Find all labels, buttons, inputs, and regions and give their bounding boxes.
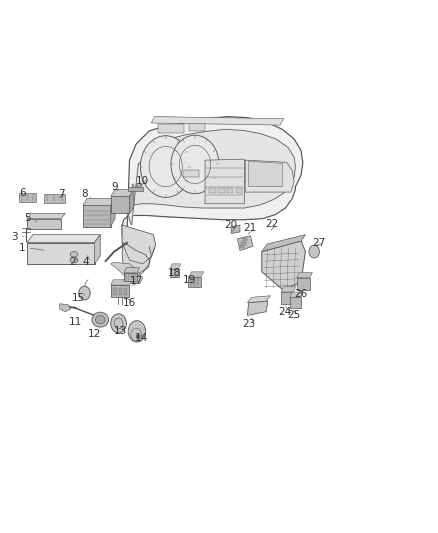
Polygon shape bbox=[188, 272, 204, 277]
Polygon shape bbox=[158, 124, 184, 133]
Ellipse shape bbox=[92, 312, 109, 327]
Ellipse shape bbox=[70, 252, 78, 257]
Polygon shape bbox=[95, 235, 100, 264]
Polygon shape bbox=[124, 288, 127, 295]
Polygon shape bbox=[183, 169, 199, 177]
Polygon shape bbox=[27, 219, 61, 229]
Ellipse shape bbox=[70, 257, 78, 263]
Text: 24: 24 bbox=[279, 306, 292, 317]
Text: 3: 3 bbox=[11, 232, 18, 242]
Polygon shape bbox=[249, 161, 283, 187]
Polygon shape bbox=[140, 183, 142, 187]
Circle shape bbox=[309, 245, 319, 258]
Text: 4: 4 bbox=[82, 257, 89, 267]
Circle shape bbox=[171, 135, 219, 193]
Text: 7: 7 bbox=[58, 189, 64, 199]
Polygon shape bbox=[297, 278, 310, 290]
Polygon shape bbox=[209, 188, 216, 193]
Polygon shape bbox=[245, 160, 294, 192]
Polygon shape bbox=[262, 235, 305, 252]
Text: 5: 5 bbox=[25, 213, 31, 223]
Polygon shape bbox=[122, 117, 303, 252]
Polygon shape bbox=[297, 272, 312, 278]
Polygon shape bbox=[237, 236, 253, 251]
Text: 22: 22 bbox=[265, 219, 279, 229]
Text: 18: 18 bbox=[168, 268, 181, 278]
Polygon shape bbox=[281, 287, 296, 292]
Polygon shape bbox=[188, 277, 201, 287]
Polygon shape bbox=[205, 159, 244, 204]
Polygon shape bbox=[170, 269, 179, 277]
Text: 26: 26 bbox=[294, 289, 308, 299]
Text: 11: 11 bbox=[69, 317, 82, 327]
Circle shape bbox=[111, 314, 127, 333]
Text: 13: 13 bbox=[114, 326, 127, 336]
Polygon shape bbox=[136, 183, 138, 187]
Polygon shape bbox=[262, 241, 305, 290]
Polygon shape bbox=[119, 288, 122, 295]
Polygon shape bbox=[247, 301, 268, 316]
Text: 10: 10 bbox=[136, 176, 149, 187]
Text: 12: 12 bbox=[88, 329, 101, 339]
Polygon shape bbox=[241, 241, 246, 245]
Text: 1: 1 bbox=[19, 243, 26, 253]
Text: 17: 17 bbox=[129, 277, 143, 286]
Polygon shape bbox=[130, 189, 134, 213]
Polygon shape bbox=[170, 264, 180, 269]
Polygon shape bbox=[27, 213, 65, 219]
Polygon shape bbox=[290, 297, 300, 308]
Polygon shape bbox=[281, 292, 293, 304]
Text: 16: 16 bbox=[123, 297, 136, 308]
Polygon shape bbox=[27, 243, 95, 264]
Polygon shape bbox=[122, 225, 155, 264]
Polygon shape bbox=[44, 194, 65, 203]
Polygon shape bbox=[111, 198, 115, 227]
Text: 6: 6 bbox=[19, 188, 26, 198]
Text: 8: 8 bbox=[81, 189, 88, 199]
Text: 9: 9 bbox=[112, 182, 118, 192]
Polygon shape bbox=[83, 198, 115, 205]
Ellipse shape bbox=[95, 316, 105, 324]
Polygon shape bbox=[60, 304, 71, 312]
Polygon shape bbox=[27, 235, 100, 243]
Polygon shape bbox=[151, 117, 284, 125]
Text: 2: 2 bbox=[69, 257, 76, 267]
Polygon shape bbox=[124, 273, 137, 281]
Polygon shape bbox=[189, 123, 205, 132]
Circle shape bbox=[128, 321, 146, 342]
Polygon shape bbox=[124, 268, 140, 273]
Polygon shape bbox=[111, 285, 130, 297]
Polygon shape bbox=[83, 205, 111, 227]
Polygon shape bbox=[227, 188, 233, 193]
Polygon shape bbox=[111, 262, 143, 284]
Circle shape bbox=[79, 286, 90, 300]
Text: 23: 23 bbox=[242, 319, 255, 329]
Text: 14: 14 bbox=[134, 333, 148, 343]
Text: 25: 25 bbox=[287, 310, 301, 320]
Text: 21: 21 bbox=[243, 223, 256, 233]
Polygon shape bbox=[290, 292, 303, 297]
Polygon shape bbox=[240, 245, 244, 248]
Text: 15: 15 bbox=[72, 293, 85, 303]
Polygon shape bbox=[218, 188, 225, 193]
Polygon shape bbox=[236, 188, 242, 193]
Polygon shape bbox=[19, 193, 36, 201]
Text: 27: 27 bbox=[312, 238, 325, 247]
Polygon shape bbox=[128, 130, 295, 225]
Polygon shape bbox=[122, 243, 150, 277]
Circle shape bbox=[141, 136, 191, 197]
Polygon shape bbox=[111, 189, 134, 196]
Text: 20: 20 bbox=[225, 220, 238, 230]
Text: 19: 19 bbox=[183, 275, 196, 285]
Polygon shape bbox=[243, 238, 247, 241]
Polygon shape bbox=[132, 183, 134, 187]
Polygon shape bbox=[128, 187, 143, 191]
Polygon shape bbox=[247, 296, 271, 303]
Polygon shape bbox=[111, 280, 133, 285]
Polygon shape bbox=[231, 225, 240, 233]
Polygon shape bbox=[111, 196, 130, 213]
Circle shape bbox=[136, 335, 140, 339]
Polygon shape bbox=[113, 288, 117, 295]
